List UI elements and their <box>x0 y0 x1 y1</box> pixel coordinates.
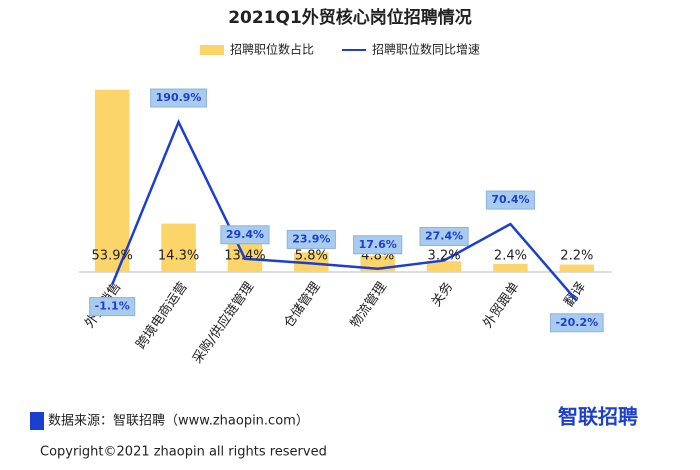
line-value-label: -20.2% <box>555 316 598 329</box>
line-value-label: 23.9% <box>292 232 330 245</box>
line-value-label-group: 190.9% <box>150 88 207 108</box>
line-label-box <box>485 190 536 210</box>
line-label-box <box>353 235 403 255</box>
line-value-label: -1.1% <box>95 300 130 313</box>
x-tick-label: 采购/供应链管理 <box>189 279 257 366</box>
line-value-label-group: 70.4% <box>485 190 536 210</box>
bar-value-label: 53.9% <box>92 249 133 264</box>
bar-value-label: 13.4% <box>224 249 265 264</box>
line-value-label: 29.4% <box>226 228 264 241</box>
x-tick-label: 物流管理 <box>348 280 390 331</box>
line-value-label-group: 27.4% <box>419 226 469 246</box>
bar-value-label: 5.8% <box>295 249 328 264</box>
bar <box>493 263 528 272</box>
line-label-box <box>220 225 270 245</box>
line-label-box <box>419 226 469 246</box>
line-value-label: 27.4% <box>425 229 463 242</box>
bar <box>559 264 595 272</box>
line-value-label-group: -1.1% <box>89 297 136 317</box>
bar <box>426 261 462 272</box>
line-label-box <box>286 229 336 249</box>
line-value-label: 17.6% <box>359 238 397 251</box>
line-value-label: 190.9% <box>156 91 202 104</box>
line-value-label: 70.4% <box>491 193 529 206</box>
bar-value-label: 3.2% <box>428 249 461 264</box>
bar <box>94 89 130 272</box>
legend-label: 招聘职位数同比增速 <box>372 42 480 57</box>
bar-value-label: 14.3% <box>158 249 199 264</box>
line-label-box <box>150 88 207 108</box>
x-tick-label: 仓储管理 <box>281 280 323 331</box>
x-tick-label: 跨境电商运营 <box>134 280 191 353</box>
bar-value-label: 2.2% <box>560 249 593 264</box>
source: 数据来源：智联招聘（www.zhaopin.com） <box>48 414 309 429</box>
legend-label: 招聘职位数占比 <box>230 42 314 57</box>
bar-value-label: 2.4% <box>494 249 527 264</box>
line-label-box <box>89 297 136 317</box>
line-value-label-group: -20.2% <box>549 313 604 333</box>
x-tick-label: 关务 <box>428 279 456 309</box>
line-value-label-group: 29.4% <box>220 225 270 245</box>
x-tick-label: 翻译 <box>562 280 589 310</box>
x-tick-label: 外贸跟单 <box>480 280 522 331</box>
copyright: Copyright©2021 zhaopin all rights reserv… <box>40 445 327 460</box>
source-icon <box>30 412 44 430</box>
chart-title: 2021Q1外贸核心岗位招聘情况 <box>228 7 472 28</box>
line <box>111 118 578 302</box>
logo: 智联招聘 <box>558 405 638 429</box>
line-value-label-group: 23.9% <box>286 229 336 249</box>
line-value-label-group: 17.6% <box>353 235 403 255</box>
line-label-box <box>549 313 604 333</box>
bar <box>161 223 196 272</box>
legend-swatch <box>200 45 224 55</box>
